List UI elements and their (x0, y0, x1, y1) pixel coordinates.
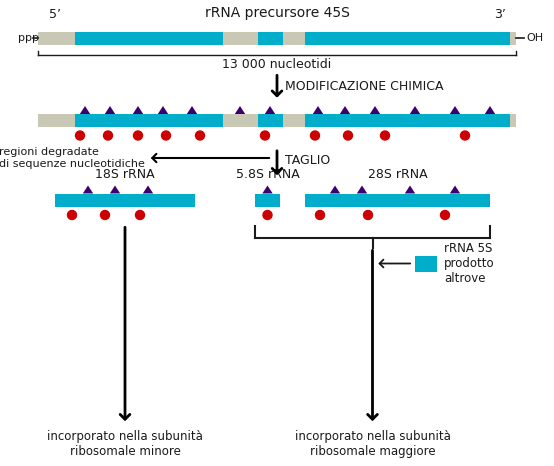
Polygon shape (133, 106, 143, 114)
Circle shape (315, 211, 325, 219)
Text: ppp: ppp (18, 33, 39, 43)
Text: 5.8S rRNA: 5.8S rRNA (235, 169, 299, 181)
Text: incorporato nella subunità
ribosomale maggiore: incorporato nella subunità ribosomale ma… (295, 430, 450, 458)
Polygon shape (450, 185, 460, 193)
Polygon shape (410, 106, 420, 114)
Text: 18S rRNA: 18S rRNA (95, 169, 155, 181)
Polygon shape (235, 106, 245, 114)
Text: 3’: 3’ (494, 8, 506, 21)
Bar (305, 32, 510, 44)
Polygon shape (485, 106, 495, 114)
Text: 5’: 5’ (49, 8, 61, 21)
Circle shape (260, 131, 269, 140)
Polygon shape (340, 106, 350, 114)
Polygon shape (143, 185, 153, 193)
Polygon shape (370, 106, 380, 114)
Bar (305, 114, 510, 127)
Polygon shape (313, 106, 323, 114)
Circle shape (381, 131, 389, 140)
Circle shape (68, 211, 76, 219)
Polygon shape (83, 185, 93, 193)
Circle shape (75, 131, 85, 140)
Polygon shape (158, 106, 168, 114)
Circle shape (100, 211, 110, 219)
Bar (38, 32, 516, 44)
Circle shape (162, 131, 171, 140)
Polygon shape (80, 106, 90, 114)
Text: TAGLIO: TAGLIO (285, 154, 330, 167)
Circle shape (460, 131, 469, 140)
Bar (75, 32, 223, 44)
Bar (258, 114, 283, 127)
Text: regioni degradate
di sequenze nucleotidiche: regioni degradate di sequenze nucleotidi… (0, 147, 145, 169)
Text: incorporato nella subunità
ribosomale minore: incorporato nella subunità ribosomale mi… (47, 430, 203, 458)
Circle shape (440, 211, 449, 219)
Circle shape (104, 131, 112, 140)
Text: rRNA 5S
prodotto
altrove: rRNA 5S prodotto altrove (444, 242, 495, 285)
Bar (415, 255, 437, 272)
Bar (258, 32, 283, 44)
Bar (75, 114, 223, 127)
Polygon shape (357, 185, 367, 193)
Circle shape (136, 211, 145, 219)
Polygon shape (405, 185, 415, 193)
Polygon shape (330, 185, 340, 193)
Bar (255, 193, 280, 206)
Circle shape (134, 131, 142, 140)
Circle shape (310, 131, 320, 140)
Bar (55, 193, 195, 206)
Text: rRNA precursore 45S: rRNA precursore 45S (204, 6, 350, 20)
Polygon shape (187, 106, 197, 114)
Polygon shape (450, 106, 460, 114)
Polygon shape (265, 106, 275, 114)
Circle shape (263, 211, 272, 219)
Text: OH: OH (526, 33, 543, 43)
Polygon shape (105, 106, 115, 114)
Text: MODIFICAZIONE CHIMICA: MODIFICAZIONE CHIMICA (285, 80, 444, 93)
Circle shape (363, 211, 372, 219)
Polygon shape (262, 185, 273, 193)
Text: 28S rRNA: 28S rRNA (368, 169, 427, 181)
Polygon shape (110, 185, 120, 193)
Bar (305, 193, 490, 206)
Circle shape (196, 131, 204, 140)
Bar (38, 114, 516, 127)
Circle shape (343, 131, 352, 140)
Text: 13 000 nucleotidi: 13 000 nucleotidi (222, 57, 332, 70)
